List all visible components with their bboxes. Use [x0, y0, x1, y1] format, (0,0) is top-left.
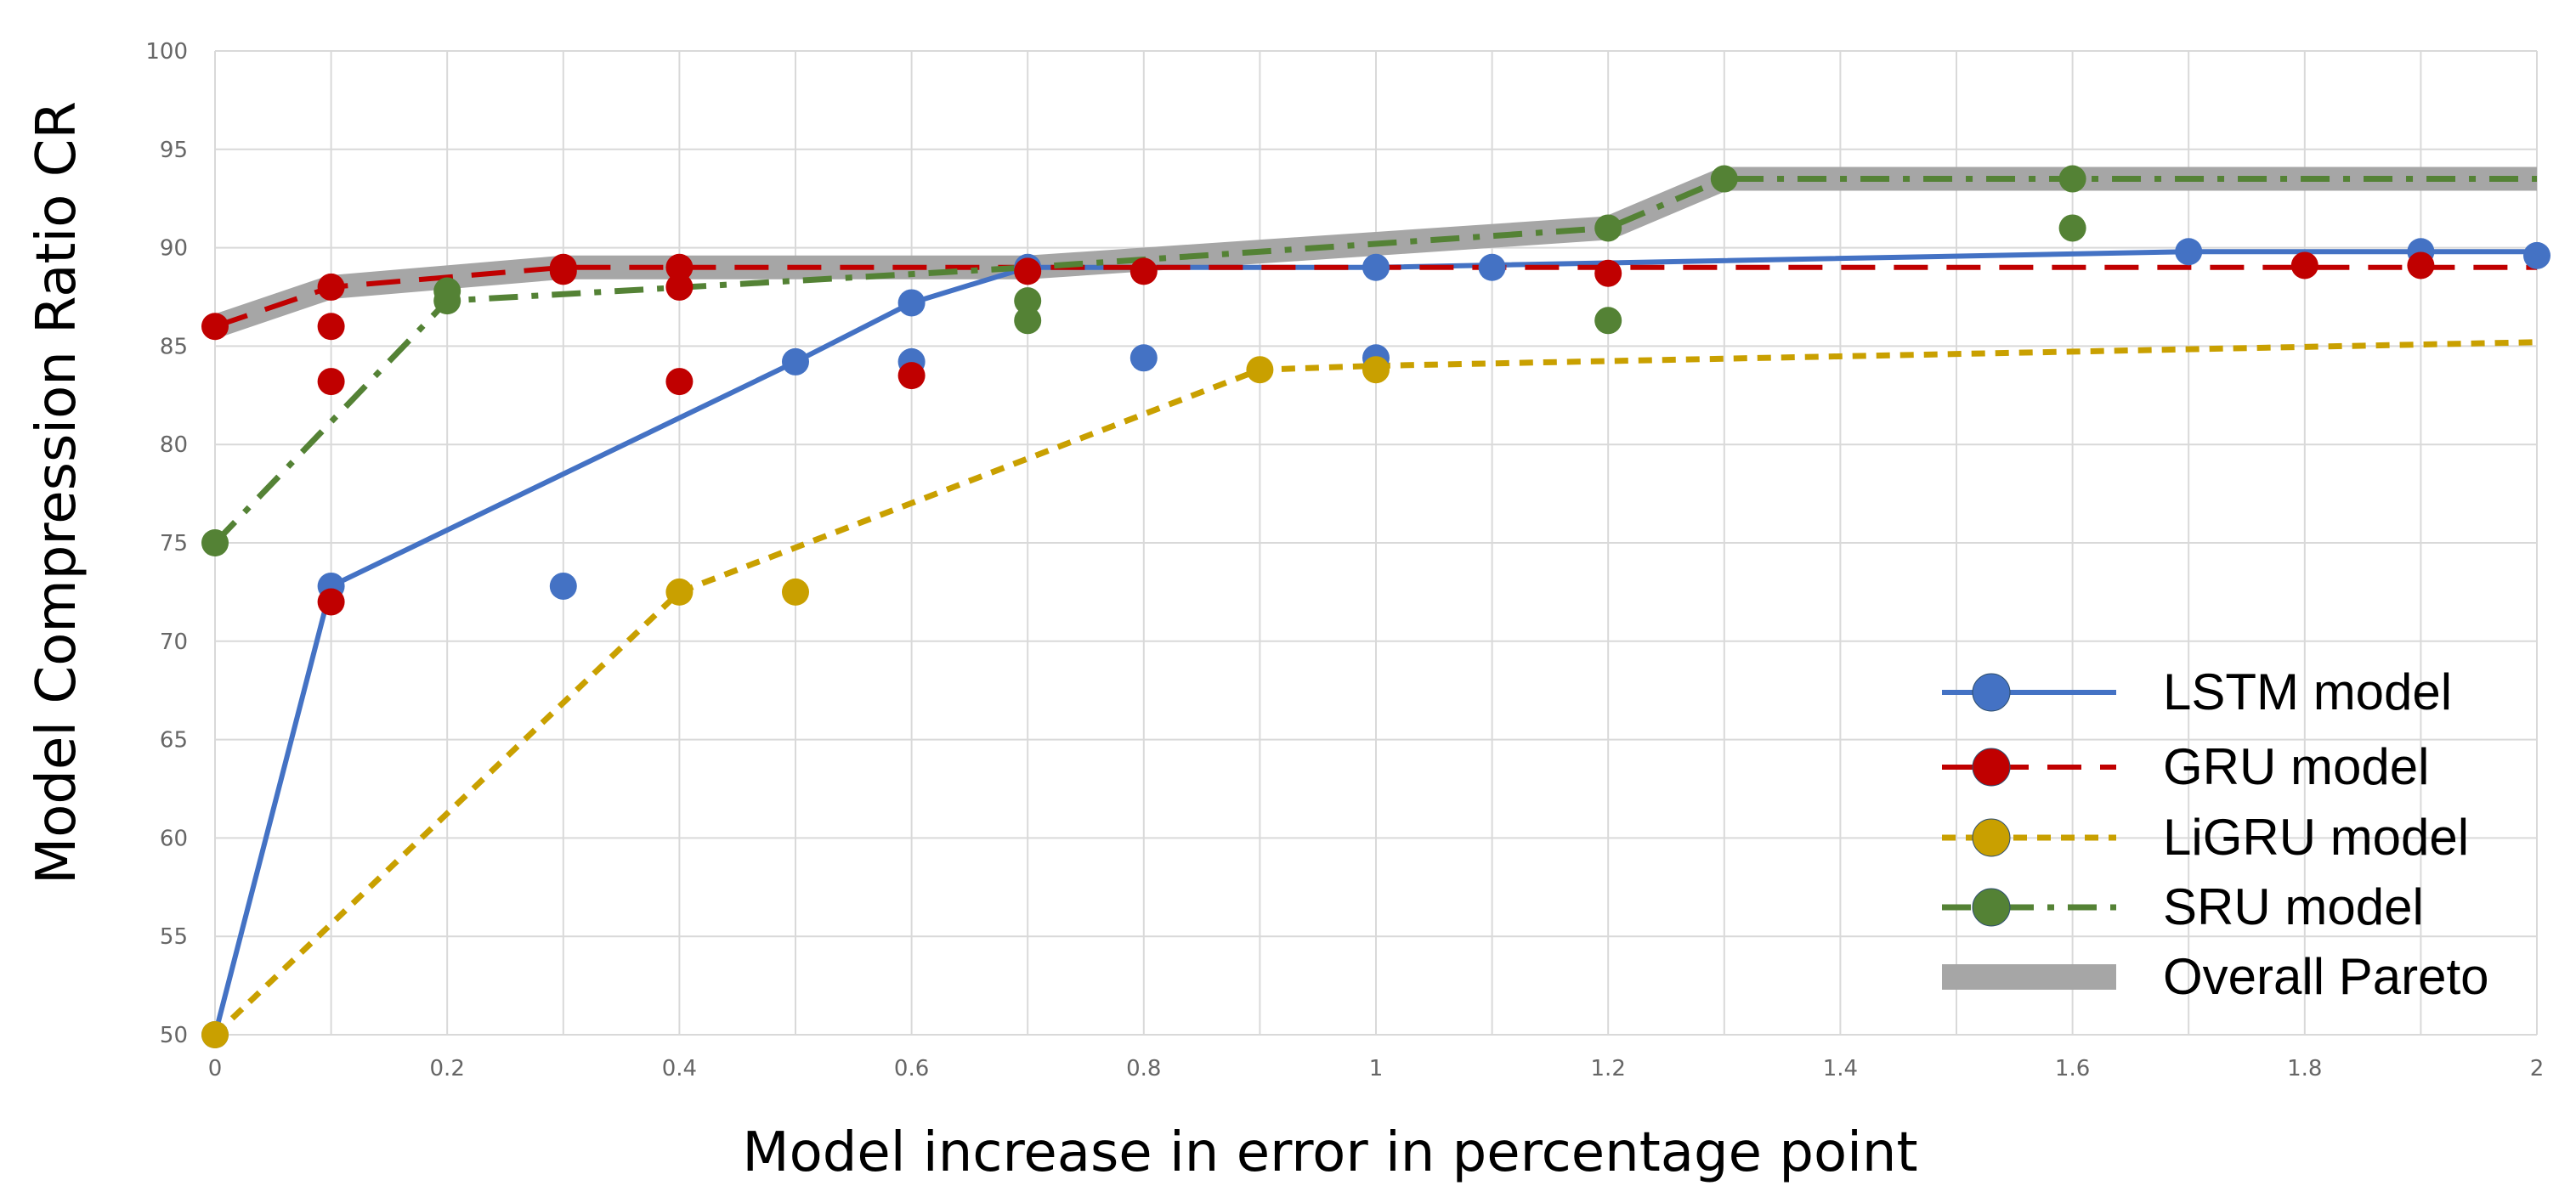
- lstm-model-point: [549, 572, 577, 600]
- ligru-model-point: [782, 578, 809, 606]
- ligru-model-point: [665, 578, 694, 606]
- gru-model-line: [214, 264, 2537, 330]
- gru-model-point: [317, 313, 345, 341]
- gru-model-point: [549, 257, 577, 285]
- x-axis-title: Model increase in error in percentage po…: [742, 1121, 1917, 1184]
- x-tick-label: 1.2: [1591, 1056, 1626, 1081]
- lstm-model-point: [897, 289, 926, 317]
- legend-item-gru-model: GRU model: [1942, 738, 2429, 795]
- gru-model-point: [665, 368, 694, 396]
- y-tick-label: 70: [160, 630, 188, 655]
- gru-model-point: [1014, 257, 1042, 285]
- legend-label: SRU model: [2163, 878, 2424, 935]
- gru-model-point: [317, 368, 345, 396]
- legend-item-lstm-model: LSTM model: [1942, 663, 2452, 720]
- legend-item-overall-pareto: Overall Pareto: [1942, 948, 2489, 1005]
- lstm-model-line: [212, 249, 2539, 1037]
- x-tick-label: 1.4: [1823, 1056, 1858, 1081]
- gru-model-point: [2407, 251, 2435, 279]
- sru-model-point: [1710, 165, 1738, 193]
- gru-model-point: [897, 362, 926, 390]
- legend-swatch-marker: [1972, 673, 2011, 712]
- sru-model-point: [1594, 307, 1622, 335]
- legend-label: Overall Pareto: [2163, 948, 2489, 1005]
- x-tick-label: 1: [1369, 1056, 1384, 1081]
- x-tick-label: 0.4: [662, 1056, 697, 1081]
- gru-model-point: [665, 273, 694, 301]
- gru-model-point: [317, 588, 345, 616]
- legend-label: LSTM model: [2163, 663, 2452, 720]
- x-tick-label: 0.6: [894, 1056, 929, 1081]
- gru-model-point: [1129, 257, 1158, 285]
- y-tick-label: 100: [145, 39, 188, 65]
- legend-item-ligru-model: LiGRU model: [1942, 809, 2469, 866]
- sru-model-point: [1014, 307, 1042, 335]
- y-tick-label: 55: [160, 924, 188, 950]
- legend-label: GRU model: [2163, 738, 2429, 795]
- y-tick-label: 85: [160, 334, 188, 359]
- x-tick-label: 1.8: [2287, 1056, 2322, 1081]
- legend-swatch-marker: [1972, 888, 2011, 927]
- grid: [214, 50, 2538, 1036]
- ligru-model-point: [1362, 356, 1390, 384]
- legend-label: LiGRU model: [2163, 809, 2469, 866]
- ligru-model-point: [1246, 356, 1274, 384]
- series-points: [201, 165, 2551, 1048]
- gru-model-point: [665, 253, 694, 281]
- lstm-model-point: [2523, 241, 2551, 269]
- gru-model-point: [1594, 259, 1622, 287]
- y-axis-title: Model Compression Ratio CR: [25, 101, 88, 884]
- gru-model-point: [2290, 251, 2318, 279]
- y-tick-label: 95: [160, 138, 188, 163]
- legend-swatch-marker: [1972, 748, 2011, 787]
- tick-labels: 0 0.2 0.4 0.6 0.8 1 1.2 1.4 1.6 1.8 2 50 55 60 65 70 75 8…: [145, 39, 2544, 1081]
- x-tick-label: 2: [2530, 1056, 2545, 1081]
- sru-model-point: [201, 529, 229, 556]
- y-tick-label: 75: [160, 531, 188, 556]
- lstm-model-point: [1362, 253, 1390, 281]
- sru-model-point: [2058, 165, 2086, 193]
- sru-model-point: [1594, 214, 1622, 242]
- y-tick-label: 80: [160, 432, 188, 458]
- legend: LSTM model GRU model LiGRU model SRU model O…: [1942, 663, 2489, 1005]
- sru-model-line: [212, 176, 2537, 545]
- x-tick-label: 0.2: [430, 1056, 465, 1081]
- y-tick-label: 60: [160, 826, 188, 851]
- lstm-model-point: [1129, 344, 1158, 372]
- lstm-model-point: [1478, 253, 1506, 281]
- x-tick-label: 1.6: [2055, 1056, 2090, 1081]
- ligru-model-point: [201, 1021, 229, 1048]
- lstm-model-point: [782, 347, 809, 375]
- y-tick-label: 65: [160, 728, 188, 754]
- gru-model-point: [317, 273, 345, 301]
- sru-model-point: [433, 277, 461, 305]
- legend-swatch-marker: [1972, 818, 2011, 857]
- y-tick-label: 50: [160, 1023, 188, 1048]
- sru-model-point: [2058, 214, 2086, 242]
- sru-model-point: [1014, 287, 1042, 315]
- x-tick-label: 0.8: [1126, 1056, 1161, 1081]
- lstm-model-point: [2175, 238, 2203, 266]
- x-tick-label: 0: [208, 1056, 223, 1081]
- legend-item-sru-model: SRU model: [1942, 878, 2424, 935]
- gru-model-point: [201, 313, 229, 341]
- y-tick-label: 90: [160, 236, 188, 262]
